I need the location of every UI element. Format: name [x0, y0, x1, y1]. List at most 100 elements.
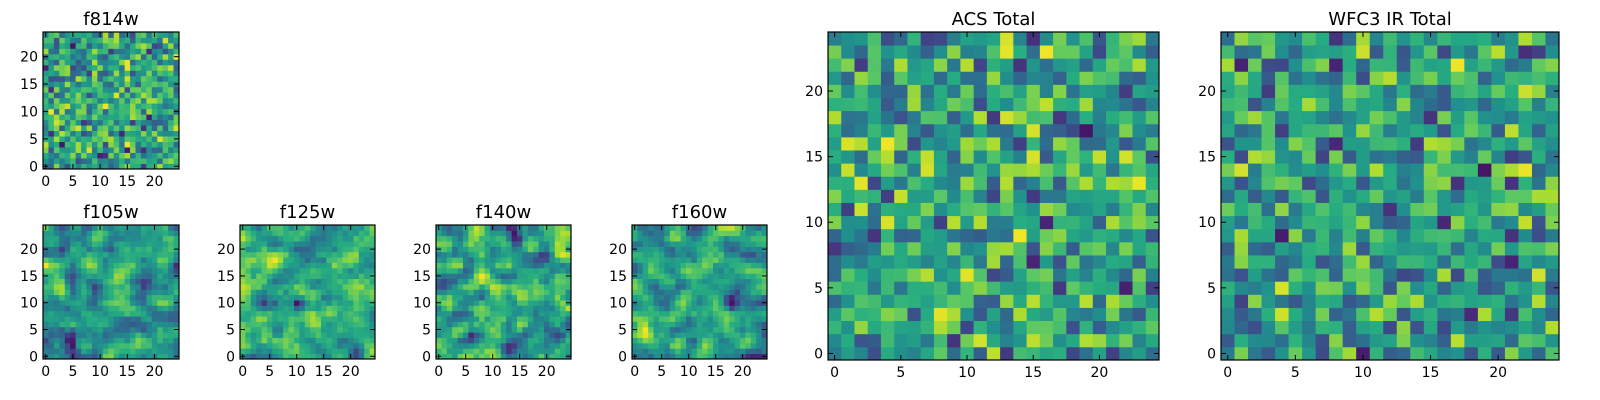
- heatmap-cell: [1437, 268, 1452, 282]
- heatmap-cell: [740, 305, 746, 312]
- heatmap-cell: [267, 283, 273, 290]
- heatmap-cell: [304, 283, 311, 290]
- heatmap-cell: [151, 251, 158, 258]
- heatmap-cell: [750, 348, 757, 355]
- heatmap-cell: [130, 97, 136, 104]
- heatmap-cell: [828, 176, 842, 190]
- heatmap-cell: [162, 152, 169, 159]
- heatmap-cell: [538, 225, 545, 231]
- heatmap-cell: [245, 300, 252, 306]
- heatmap-cell: [713, 262, 719, 269]
- heatmap-cell: [713, 267, 719, 274]
- heatmap-cell: [304, 348, 311, 355]
- heatmap-cell: [1504, 346, 1519, 361]
- heatmap-cell: [761, 235, 768, 242]
- heatmap-cell: [135, 225, 142, 231]
- heatmap-cell: [828, 136, 842, 151]
- heatmap-cell: [718, 267, 725, 274]
- heatmap-cell: [750, 267, 757, 274]
- heatmap-cell: [554, 348, 561, 355]
- heatmap-cell: [1000, 71, 1014, 85]
- heatmap-cell: [484, 246, 491, 253]
- heatmap-cell: [277, 262, 284, 269]
- heatmap-cell: [511, 225, 518, 231]
- heatmap-cell: [761, 332, 768, 338]
- heatmap-cell: [554, 316, 561, 322]
- heatmap-cell: [920, 215, 935, 230]
- heatmap-cell: [310, 332, 316, 338]
- heatmap-cell: [729, 326, 735, 333]
- heatmap-cell: [473, 251, 480, 258]
- heatmap-cell: [549, 348, 556, 355]
- heatmap-cell: [560, 246, 566, 253]
- heatmap-cell: [353, 257, 360, 263]
- heatmap-cell: [554, 353, 561, 360]
- heatmap-cell: [867, 123, 882, 138]
- heatmap-cell: [81, 48, 87, 55]
- heatmap-cell: [86, 97, 93, 104]
- heatmap-cell: [119, 305, 125, 312]
- heatmap-cell: [1248, 294, 1262, 308]
- heatmap-cell: [157, 152, 164, 159]
- heatmap-cell: [1531, 294, 1546, 308]
- heatmap-cell: [1092, 84, 1107, 98]
- heatmap-cell: [1396, 45, 1411, 59]
- heatmap-cell: [102, 81, 109, 88]
- heatmap-cell: [162, 147, 169, 153]
- heatmap-cell: [565, 283, 572, 290]
- heatmap-cell: [81, 141, 87, 148]
- heatmap-cell: [64, 267, 71, 274]
- heatmap-cell: [277, 310, 284, 317]
- heatmap-cell: [162, 114, 169, 121]
- heatmap-cell: [1410, 202, 1425, 217]
- heatmap-cell: [1000, 281, 1014, 295]
- heatmap-cell: [761, 348, 768, 355]
- heatmap-cell: [1221, 346, 1235, 361]
- heatmap-cell: [261, 267, 268, 274]
- heatmap-cell: [304, 326, 311, 333]
- heatmap-cell: [113, 310, 120, 317]
- heatmap-cell: [441, 267, 448, 274]
- heatmap-cell: [495, 289, 502, 296]
- heatmap-cell: [135, 337, 142, 344]
- heatmap-cell: [947, 176, 961, 190]
- heatmap-cell: [517, 332, 523, 338]
- heatmap-cell: [686, 262, 692, 269]
- heatmap-cell: [162, 342, 169, 349]
- heatmap-cell: [173, 130, 180, 137]
- heatmap-cell: [81, 230, 87, 237]
- heatmap-cell: [353, 289, 360, 296]
- heatmap-cell: [907, 215, 922, 230]
- heatmap-cell: [1315, 45, 1330, 59]
- heatmap-cell: [1119, 136, 1133, 151]
- heatmap-cell: [310, 257, 316, 263]
- y-tick-label: 20: [805, 84, 823, 100]
- heatmap-cell: [240, 348, 246, 355]
- heatmap-cell: [272, 332, 279, 338]
- heatmap-cell: [960, 346, 975, 361]
- heatmap-cell: [1053, 268, 1067, 282]
- heatmap-cell: [511, 230, 518, 237]
- heatmap-cell: [119, 86, 125, 93]
- heatmap-cell: [960, 228, 975, 243]
- heatmap-cell: [1302, 123, 1317, 138]
- heatmap-cell: [173, 147, 180, 153]
- y-tick-label: 0: [1207, 346, 1216, 362]
- heatmap-cell: [75, 163, 82, 170]
- heatmap-cell: [331, 348, 338, 355]
- heatmap-cell: [64, 158, 71, 164]
- heatmap-cell: [675, 294, 681, 301]
- heatmap-cell: [691, 257, 698, 263]
- heatmap-cell: [97, 147, 104, 153]
- heatmap-cell: [113, 273, 120, 279]
- heatmap-cell: [1342, 150, 1357, 164]
- heatmap-cell: [1053, 110, 1067, 125]
- heatmap-cell: [70, 130, 77, 137]
- heatmap-cell: [696, 225, 703, 231]
- heatmap-cell: [1026, 281, 1041, 295]
- heatmap-cell: [533, 337, 539, 344]
- heatmap-cell: [1396, 189, 1411, 203]
- heatmap-cell: [256, 332, 262, 338]
- heatmap-cell: [1248, 241, 1262, 256]
- heatmap-cell: [1383, 45, 1398, 59]
